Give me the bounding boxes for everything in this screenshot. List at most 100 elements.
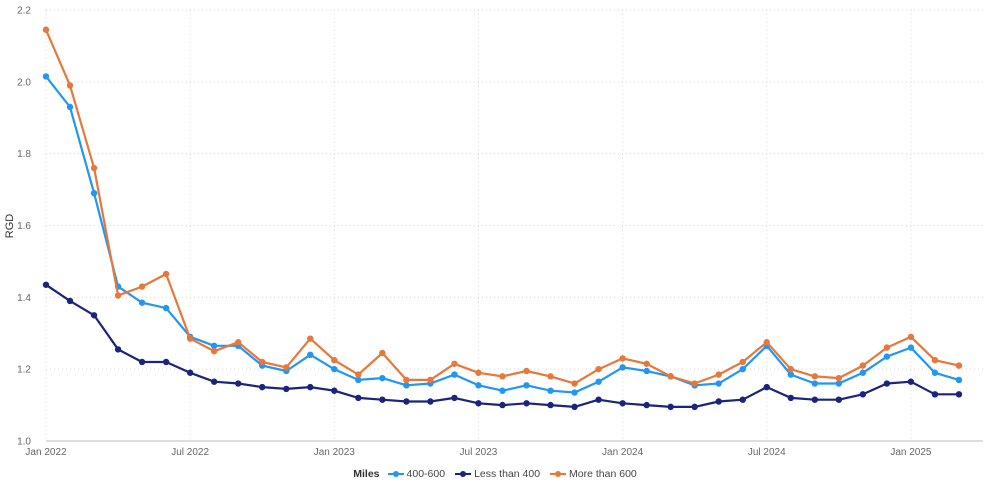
data-point[interactable] <box>307 335 314 342</box>
data-point[interactable] <box>331 387 338 394</box>
data-point[interactable] <box>907 333 915 341</box>
data-point[interactable] <box>499 373 506 380</box>
data-point[interactable] <box>186 369 194 376</box>
data-point[interactable] <box>859 391 867 398</box>
data-point[interactable] <box>42 281 50 288</box>
data-point[interactable] <box>811 380 819 387</box>
data-point[interactable] <box>138 283 146 290</box>
data-point[interactable] <box>883 344 891 351</box>
data-point[interactable] <box>523 400 530 407</box>
data-point[interactable] <box>355 376 362 384</box>
data-point[interactable] <box>835 374 843 382</box>
data-point[interactable] <box>186 335 194 342</box>
data-point[interactable] <box>571 403 578 411</box>
data-point[interactable] <box>331 356 338 364</box>
data-point[interactable] <box>667 403 674 411</box>
data-point[interactable] <box>162 358 170 366</box>
legend-item-less-than-400[interactable]: Less than 400 <box>455 468 540 480</box>
data-point[interactable] <box>787 371 794 378</box>
data-point[interactable] <box>955 391 963 398</box>
data-point[interactable] <box>883 380 891 387</box>
data-point[interactable] <box>931 356 939 364</box>
data-point[interactable] <box>427 398 434 405</box>
data-point[interactable] <box>451 371 458 378</box>
data-point[interactable] <box>883 353 891 360</box>
data-point[interactable] <box>715 371 722 378</box>
data-point[interactable] <box>66 82 74 89</box>
data-point[interactable] <box>643 367 650 375</box>
data-point[interactable] <box>595 365 602 373</box>
data-point[interactable] <box>42 26 50 33</box>
legend-item-more-than-600[interactable]: More than 600 <box>550 468 637 480</box>
data-point[interactable] <box>811 373 819 380</box>
data-point[interactable] <box>715 398 722 405</box>
data-point[interactable] <box>162 304 170 312</box>
data-point[interactable] <box>955 376 963 384</box>
data-point[interactable] <box>114 346 122 353</box>
data-point[interactable] <box>475 369 482 376</box>
data-point[interactable] <box>571 380 578 387</box>
data-point[interactable] <box>451 394 458 402</box>
data-point[interactable] <box>210 378 218 385</box>
data-point[interactable] <box>403 376 410 384</box>
data-point[interactable] <box>523 367 530 375</box>
legend-item-400-600[interactable]: 400-600 <box>387 468 445 480</box>
data-point[interactable] <box>379 349 386 357</box>
data-point[interactable] <box>907 344 915 351</box>
data-point[interactable] <box>427 376 434 384</box>
data-point[interactable] <box>475 400 482 407</box>
data-point[interactable] <box>90 189 98 197</box>
data-point[interactable] <box>90 312 98 319</box>
data-point[interactable] <box>619 400 626 407</box>
data-point[interactable] <box>547 373 554 380</box>
data-point[interactable] <box>763 339 770 346</box>
data-point[interactable] <box>547 401 554 409</box>
data-point[interactable] <box>643 401 650 409</box>
data-point[interactable] <box>667 373 674 380</box>
data-point[interactable] <box>787 365 794 373</box>
data-point[interactable] <box>138 358 146 366</box>
data-point[interactable] <box>114 292 122 299</box>
data-point[interactable] <box>499 401 506 409</box>
data-point[interactable] <box>907 378 915 385</box>
data-point[interactable] <box>691 403 698 411</box>
data-point[interactable] <box>355 394 362 402</box>
data-point[interactable] <box>859 369 867 376</box>
data-point[interactable] <box>571 389 578 396</box>
data-point[interactable] <box>331 365 338 373</box>
data-point[interactable] <box>66 297 74 305</box>
data-point[interactable] <box>138 299 146 306</box>
data-point[interactable] <box>162 270 170 278</box>
data-point[interactable] <box>931 369 939 376</box>
data-point[interactable] <box>835 396 843 403</box>
data-point[interactable] <box>259 383 266 391</box>
data-point[interactable] <box>283 385 290 393</box>
data-point[interactable] <box>955 362 963 369</box>
data-point[interactable] <box>523 382 530 389</box>
data-point[interactable] <box>595 378 602 385</box>
data-point[interactable] <box>595 396 602 403</box>
data-point[interactable] <box>259 358 266 366</box>
data-point[interactable] <box>355 371 362 378</box>
data-point[interactable] <box>835 380 843 387</box>
data-point[interactable] <box>307 351 314 358</box>
data-point[interactable] <box>90 164 98 172</box>
data-point[interactable] <box>619 364 626 371</box>
data-point[interactable] <box>379 374 386 382</box>
data-point[interactable] <box>787 394 794 402</box>
data-point[interactable] <box>235 339 242 346</box>
data-point[interactable] <box>210 348 218 355</box>
data-point[interactable] <box>547 387 554 394</box>
data-point[interactable] <box>475 382 482 389</box>
data-point[interactable] <box>691 380 698 387</box>
data-point[interactable] <box>403 382 410 389</box>
data-point[interactable] <box>379 396 386 403</box>
data-point[interactable] <box>811 396 819 403</box>
data-point[interactable] <box>859 362 867 369</box>
data-point[interactable] <box>739 365 746 373</box>
data-point[interactable] <box>210 342 218 350</box>
data-point[interactable] <box>451 360 458 367</box>
data-point[interactable] <box>307 383 314 391</box>
data-point[interactable] <box>763 383 770 391</box>
data-point[interactable] <box>499 387 506 394</box>
